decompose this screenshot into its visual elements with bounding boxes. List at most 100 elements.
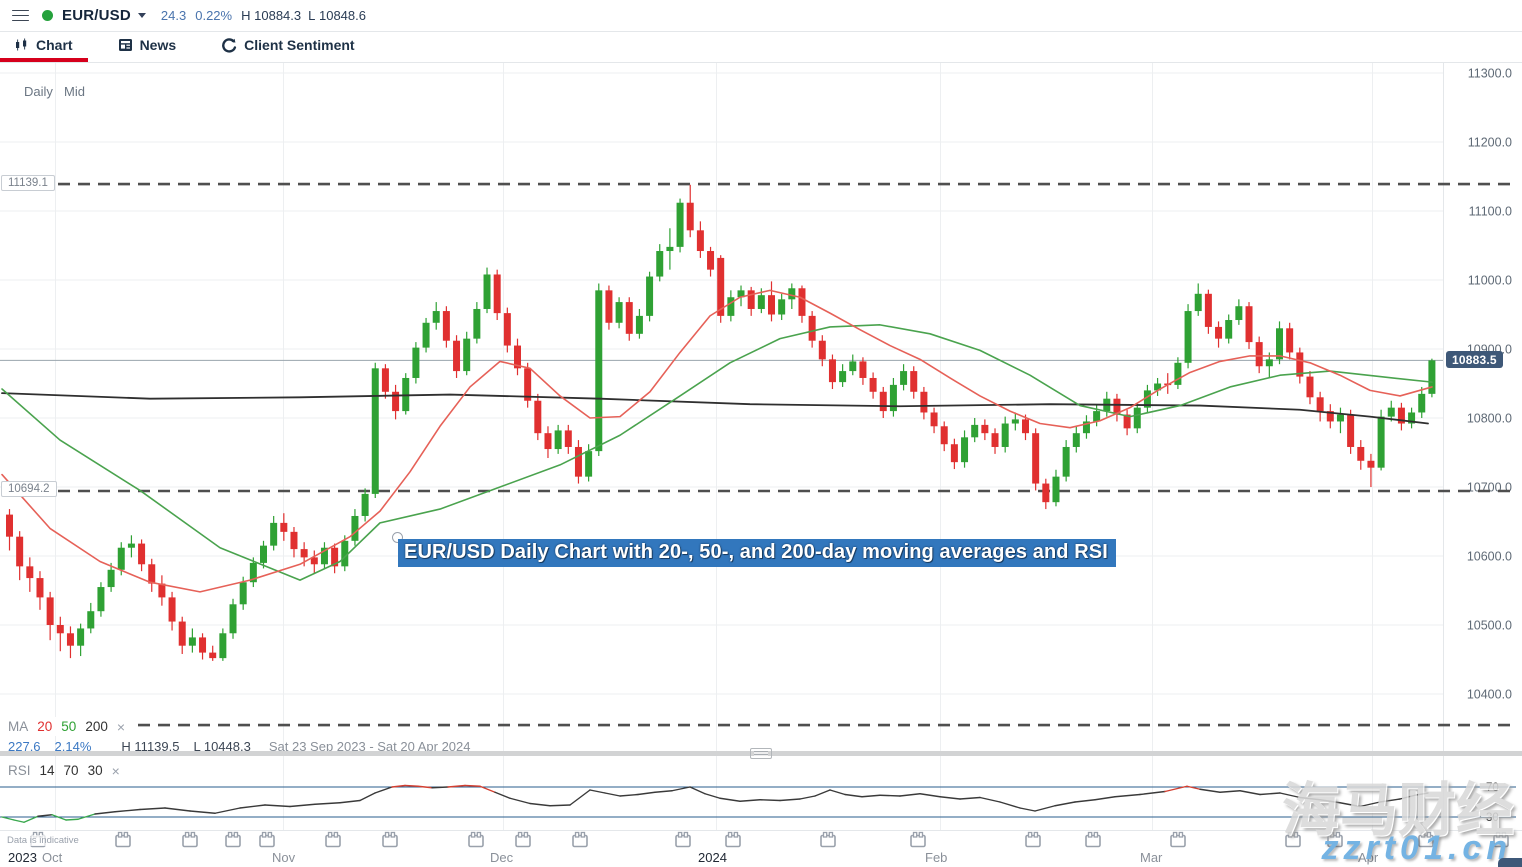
calendar-icon[interactable]: [910, 831, 926, 848]
price-axis-tick: 10400.0: [1467, 688, 1512, 702]
calendar-ring: [523, 831, 529, 838]
rsi-band-label: 30: [1486, 812, 1499, 824]
candle-body: [940, 426, 948, 445]
chevron-down-icon[interactable]: [137, 13, 146, 18]
candle-body: [574, 446, 582, 477]
range-stats-row: 227.6 2.14% H 11139.5 L 10448.3 Sat 23 S…: [0, 739, 479, 754]
candle-body: [463, 338, 471, 372]
rsi-segment: [431, 786, 449, 789]
candle-body: [686, 202, 694, 231]
calendar-ring: [1087, 831, 1093, 838]
annotation-handle-icon[interactable]: [392, 532, 403, 543]
candle-body: [1367, 460, 1375, 468]
rsi-segment: [1034, 805, 1056, 812]
candle-body: [412, 347, 420, 378]
calendar-body: [725, 834, 741, 848]
rsi-segment: [37, 814, 53, 817]
calendar-icon[interactable]: [225, 831, 241, 848]
range-high: H 11139.5: [121, 739, 180, 754]
calendar-icon[interactable]: [325, 831, 341, 848]
rsi-segment: [447, 784, 466, 788]
range-pct: 2.14%: [54, 739, 92, 754]
candle-body: [1377, 416, 1385, 468]
candle-body: [707, 251, 715, 270]
candle-body: [920, 391, 928, 413]
rsi-segment: [829, 789, 846, 796]
candle-body: [1306, 376, 1314, 398]
calendar-icon[interactable]: [182, 831, 198, 848]
calendar-body: [259, 834, 275, 848]
candle-body: [442, 311, 450, 341]
calendar-icon[interactable]: [1085, 831, 1101, 848]
calendar-icon[interactable]: [1493, 831, 1509, 848]
tab-bar: Chart News Client Sentiment: [0, 32, 1522, 63]
calendar-icon[interactable]: [1418, 831, 1434, 848]
pane-splitter-handle-icon[interactable]: [750, 748, 772, 759]
menu-icon[interactable]: [12, 9, 29, 22]
tab-chart[interactable]: Chart: [0, 32, 88, 62]
calendar-icon[interactable]: [1327, 831, 1343, 848]
candle-body: [138, 543, 146, 565]
calendar-icon[interactable]: [725, 831, 741, 848]
calendar-body: [1493, 834, 1509, 848]
calendar-icon[interactable]: [820, 831, 836, 848]
candle-body: [46, 597, 54, 625]
candle-body: [1336, 414, 1344, 422]
candle-body: [493, 274, 501, 314]
ma-close-icon[interactable]: ×: [116, 718, 126, 735]
calendar-ring: [677, 831, 683, 838]
candle-body: [768, 295, 775, 315]
candle-body: [605, 290, 613, 323]
candle-body: [127, 543, 135, 548]
calendar-icon[interactable]: [675, 831, 691, 848]
tab-client-sentiment[interactable]: Client Sentiment: [207, 32, 369, 62]
rsi-segment: [339, 799, 361, 804]
calendar-icon[interactable]: [468, 831, 484, 848]
candle-body: [351, 515, 359, 541]
calendar-icon[interactable]: [382, 831, 398, 848]
rsi-segment: [919, 793, 941, 798]
price-chart-canvas[interactable]: 11300.011200.011100.011000.010900.010800…: [0, 63, 1522, 867]
candle-body: [1255, 342, 1263, 367]
symbol-name[interactable]: EUR/USD: [62, 7, 131, 24]
candle-body: [930, 412, 938, 427]
resistance-level-label: 11139.1: [1, 175, 55, 191]
time-axis-label: 2024: [698, 850, 727, 865]
calendar-ring: [683, 831, 689, 838]
candle-body: [625, 302, 633, 334]
calendar-icon[interactable]: [259, 831, 275, 848]
candle-body: [239, 582, 247, 605]
rsi-close-icon[interactable]: ×: [111, 762, 120, 779]
candle-body: [1143, 390, 1151, 408]
timeframe-select[interactable]: Daily: [24, 84, 53, 99]
time-axis-label: Mar: [1140, 850, 1163, 865]
tab-news[interactable]: News: [104, 32, 192, 62]
calendar-ring: [1329, 831, 1335, 838]
calendar-icon[interactable]: [1285, 831, 1301, 848]
rsi-segment: [814, 789, 831, 797]
rsi-segment: [404, 784, 419, 787]
price-type-select[interactable]: Mid: [64, 84, 85, 99]
rsi-segment: [139, 807, 166, 811]
calendar-icon[interactable]: [115, 831, 131, 848]
rsi-segment: [1114, 793, 1141, 798]
rsi-segment: [1339, 802, 1361, 808]
rsi-segment: [1219, 790, 1241, 793]
candle-body: [199, 637, 207, 653]
calendar-icon[interactable]: [515, 831, 531, 848]
calendar-icon[interactable]: [1025, 831, 1041, 848]
time-axis-label: Oct: [42, 850, 63, 865]
candle-body: [971, 424, 979, 438]
calendar-icon[interactable]: [1170, 831, 1186, 848]
rsi-segment: [719, 797, 741, 802]
top-bar: EUR/USD 24.3 0.22% H 10884.3 L 10848.6: [0, 0, 1522, 32]
rsi-segment: [1399, 794, 1416, 800]
calendar-body: [115, 834, 131, 848]
calendar-icon[interactable]: [572, 831, 588, 848]
calendar-ring: [233, 831, 239, 838]
rsi-segment: [264, 804, 291, 808]
rsi-segment: [164, 807, 191, 812]
price-axis-tick: 11100.0: [1469, 205, 1512, 219]
rsi-segment: [1139, 790, 1166, 796]
candle-body: [300, 549, 308, 558]
